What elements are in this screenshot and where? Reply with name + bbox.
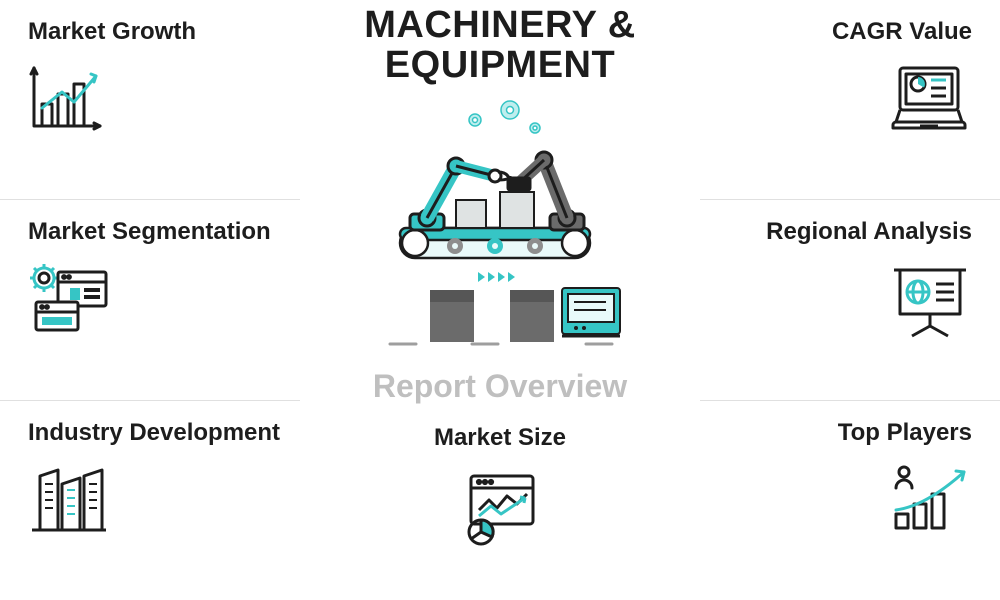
label-market-growth: Market Growth [28,18,196,46]
top-players-icon [886,462,972,534]
page-title: MACHINERY & EQUIPMENT [364,6,636,86]
growth-chart-icon [28,62,106,132]
label-regional-analysis: Regional Analysis [766,218,972,246]
presentation-globe-icon [888,262,972,340]
cell-industry-development: Industry Development [0,401,300,600]
label-cagr-value: CAGR Value [832,18,972,46]
left-column: Market Growth Market Segmentation [0,0,300,600]
label-market-segmentation: Market Segmentation [28,218,271,246]
right-column: CAGR Value [700,0,1000,600]
cell-cagr-value: CAGR Value [700,0,1000,200]
cell-market-growth: Market Growth [0,0,300,200]
cell-market-size: Market Size [300,400,700,600]
cell-regional-analysis: Regional Analysis [700,200,1000,400]
laptop-chart-icon [886,62,972,134]
title-line1: MACHINERY & [364,4,636,46]
machinery-hero-icon [360,100,640,350]
title-line2: EQUIPMENT [385,44,615,86]
buildings-icon [28,462,110,536]
cell-market-segmentation: Market Segmentation [0,200,300,400]
label-industry-development: Industry Development [28,419,280,447]
label-top-players: Top Players [838,419,972,447]
segmentation-icon [28,262,120,336]
market-size-icon [457,470,543,548]
cell-top-players: Top Players [700,401,1000,600]
label-market-size: Market Size [434,424,566,452]
